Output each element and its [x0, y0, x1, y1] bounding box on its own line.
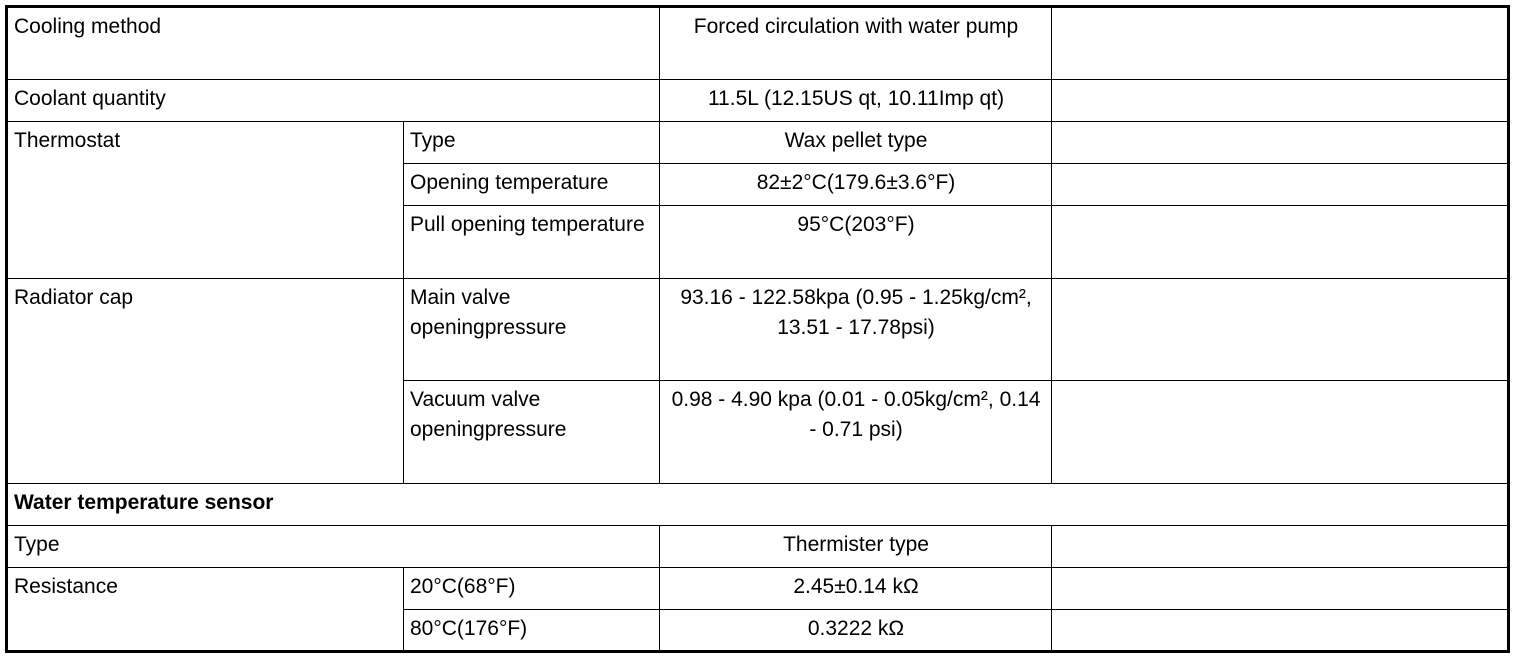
blank-cell — [1051, 163, 1509, 206]
row: 80°C(176°F) 0.3222 kΩ — [7, 609, 1509, 652]
row: Type Thermister type — [6, 525, 1509, 568]
row: Resistance 20°C(68°F) 2.45±0.14 kΩ — [6, 567, 1509, 652]
blank-cell — [1051, 6, 1509, 80]
item: Resistance — [6, 567, 404, 652]
item: Type — [6, 525, 660, 568]
sub-item: Vacuum valve openingpressure — [403, 380, 660, 484]
blank-cell — [1051, 525, 1509, 568]
blank-cell — [1051, 278, 1509, 381]
value: 82±2°C(179.6±3.6°F) — [659, 163, 1052, 206]
sub-item: 80°C(176°F) — [403, 609, 660, 652]
value: 93.16 - 122.58kpa (0.95 - 1.25kg/cm², 13… — [659, 278, 1052, 381]
sub-item: 20°C(68°F) — [403, 567, 660, 610]
value: 95°C(203°F) — [659, 205, 1052, 279]
row: Coolant quantity 11.5L (12.15US qt, 10.1… — [6, 79, 1509, 122]
value: 11.5L (12.15US qt, 10.11Imp qt) — [659, 79, 1052, 122]
blank-cell — [1051, 609, 1509, 652]
spec-table: Cooling method Forced circulation with w… — [5, 5, 1510, 653]
value: 0.3222 kΩ — [659, 609, 1052, 652]
blank-cell — [1051, 79, 1509, 122]
row: Pull opening temperature 95°C(203°F) — [7, 205, 1509, 279]
sub-item: Type — [403, 121, 660, 164]
row: Opening temperature 82±2°C(179.6±3.6°F) — [7, 163, 1509, 206]
value: 0.98 - 4.90 kpa (0.01 - 0.05kg/cm², 0.14… — [659, 380, 1052, 484]
value: Forced circulation with water pump — [659, 6, 1052, 80]
row: Cooling method Forced circulation with w… — [6, 6, 1509, 80]
blank-cell — [1051, 121, 1509, 164]
blank-cell — [1051, 205, 1509, 279]
value: Wax pellet type — [659, 121, 1052, 164]
row: Radiator cap Main valve openingpressure … — [6, 278, 1509, 484]
item: Thermostat — [6, 121, 404, 279]
section-heading: Water temperature sensor — [6, 483, 1509, 526]
value: Thermister type — [659, 525, 1052, 568]
blank-cell — [1051, 567, 1509, 610]
item: Coolant quantity — [6, 79, 660, 122]
value: 2.45±0.14 kΩ — [659, 567, 1052, 610]
item: Cooling method — [6, 6, 660, 80]
row: Thermostat Type Wax pellet type — [6, 121, 1509, 279]
row: Water temperature sensor — [6, 483, 1509, 526]
row: Vacuum valve openingpressure 0.98 - 4.90… — [7, 380, 1509, 484]
sub-item: Main valve openingpressure — [403, 278, 660, 381]
sub-item: Opening temperature — [403, 163, 660, 206]
item: Radiator cap — [6, 278, 404, 484]
sub-item: Pull opening temperature — [403, 205, 660, 279]
blank-cell — [1051, 380, 1509, 484]
